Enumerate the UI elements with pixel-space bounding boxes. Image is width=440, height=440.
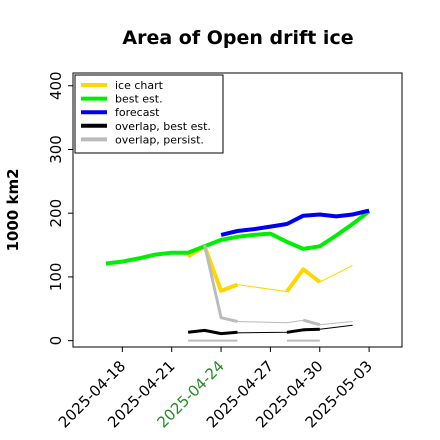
legend-label: forecast [115, 106, 160, 119]
series-line-10 [302, 318, 321, 327]
legend-label: ice chart [115, 79, 164, 92]
series-line-2 [285, 267, 322, 293]
legend-label: best est. [115, 93, 163, 106]
y-tick-label: 100 [47, 263, 65, 292]
series-line-3 [105, 209, 371, 266]
chart-title: Area of Open drift ice [122, 27, 353, 49]
legend-label: overlap, best est. [115, 120, 211, 133]
y-tick-label: 300 [47, 135, 65, 164]
y-axis-label: 1000 km2 [4, 168, 22, 251]
plot-area [105, 208, 371, 342]
y-tick-label: 200 [47, 199, 65, 228]
series-line-8 [203, 244, 238, 323]
legend-label: overlap, persist. [115, 133, 204, 146]
series-line-4 [220, 208, 370, 237]
plot-frame [72, 72, 403, 348]
y-tick-label: 400 [47, 71, 65, 100]
series-line-9 [237, 319, 353, 326]
y-tick-label: 0 [47, 336, 65, 346]
series-line-7 [221, 324, 353, 334]
